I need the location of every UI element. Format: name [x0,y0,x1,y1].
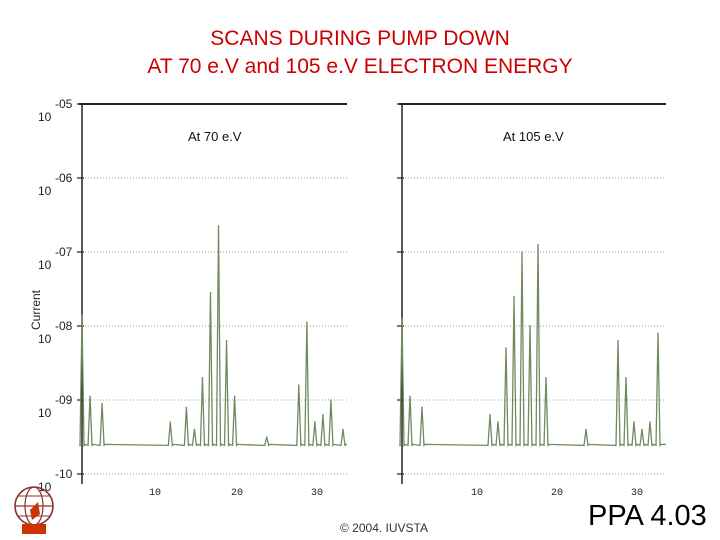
peak-point [169,421,172,424]
peak-point [529,325,531,327]
y-tick-base: 10 [38,258,52,272]
peak-point [217,225,220,227]
y-tick-exponent: -07 [55,245,73,259]
peak-point [545,377,547,379]
peak-point [617,340,619,342]
peak-point [233,395,236,398]
peak-point [265,436,268,438]
x-tick-label: 20 [231,488,243,499]
peak-point [625,377,627,379]
peak-point [513,295,515,298]
panel-label: At 105 e.V [503,129,564,144]
y-tick-exponent: -10 [55,467,73,481]
peak-point [409,395,411,398]
y-tick-base: 10 [38,480,52,494]
slide-title-line-2: AT 70 e.V and 105 e.V ELECTRON ENERGY [147,55,573,78]
peak-point [322,414,324,416]
spectrum-trace [79,226,347,447]
peak-point [641,428,643,431]
y-axis-label: Current [29,289,43,330]
peak-point [342,428,344,431]
peak-point [193,428,196,431]
peak-point [330,399,332,401]
peak-point [585,428,587,431]
slide-id-label: PPA 4.03 [588,500,707,532]
peak-point [401,317,403,320]
peak-point [505,347,507,350]
peak-point [489,414,491,416]
peak-point [81,314,83,316]
y-tick-base: 10 [38,110,52,124]
peak-point [225,340,228,342]
peak-point [306,321,308,324]
peak-point [497,421,499,424]
slide-title-line-1: SCANS DURING PUMP DOWN [210,27,510,50]
peak-point [421,406,423,409]
peak-point [201,377,204,379]
peak-point [185,406,188,409]
peak-point [633,421,635,424]
x-tick-label: 20 [551,488,563,499]
x-tick-label: 10 [471,488,483,499]
peak-point [657,332,659,335]
y-tick-exponent: -06 [55,171,73,185]
peak-point [314,421,316,424]
peak-point [537,243,539,246]
copyright-text: © 2004. IUVSTA [340,521,428,535]
y-tick-base: 10 [38,332,52,346]
x-tick-label: 30 [311,488,323,499]
y-tick-base: 10 [38,184,52,198]
y-tick-exponent: -09 [55,393,73,407]
peak-point [649,421,651,424]
peak-point [298,384,300,387]
y-tick-exponent: -05 [55,97,73,111]
y-tick-base: 10 [38,406,52,420]
peak-point [521,251,523,253]
spectrum-trace [399,244,666,447]
peak-point [101,402,103,405]
panel-label: At 70 e.V [188,129,242,144]
x-tick-label: 10 [149,488,161,499]
y-tick-exponent: -08 [55,319,73,333]
peak-point [209,291,212,294]
iuvsta-globe-logo-icon [14,486,54,534]
peak-point [89,395,91,398]
x-tick-label: 30 [631,488,643,499]
